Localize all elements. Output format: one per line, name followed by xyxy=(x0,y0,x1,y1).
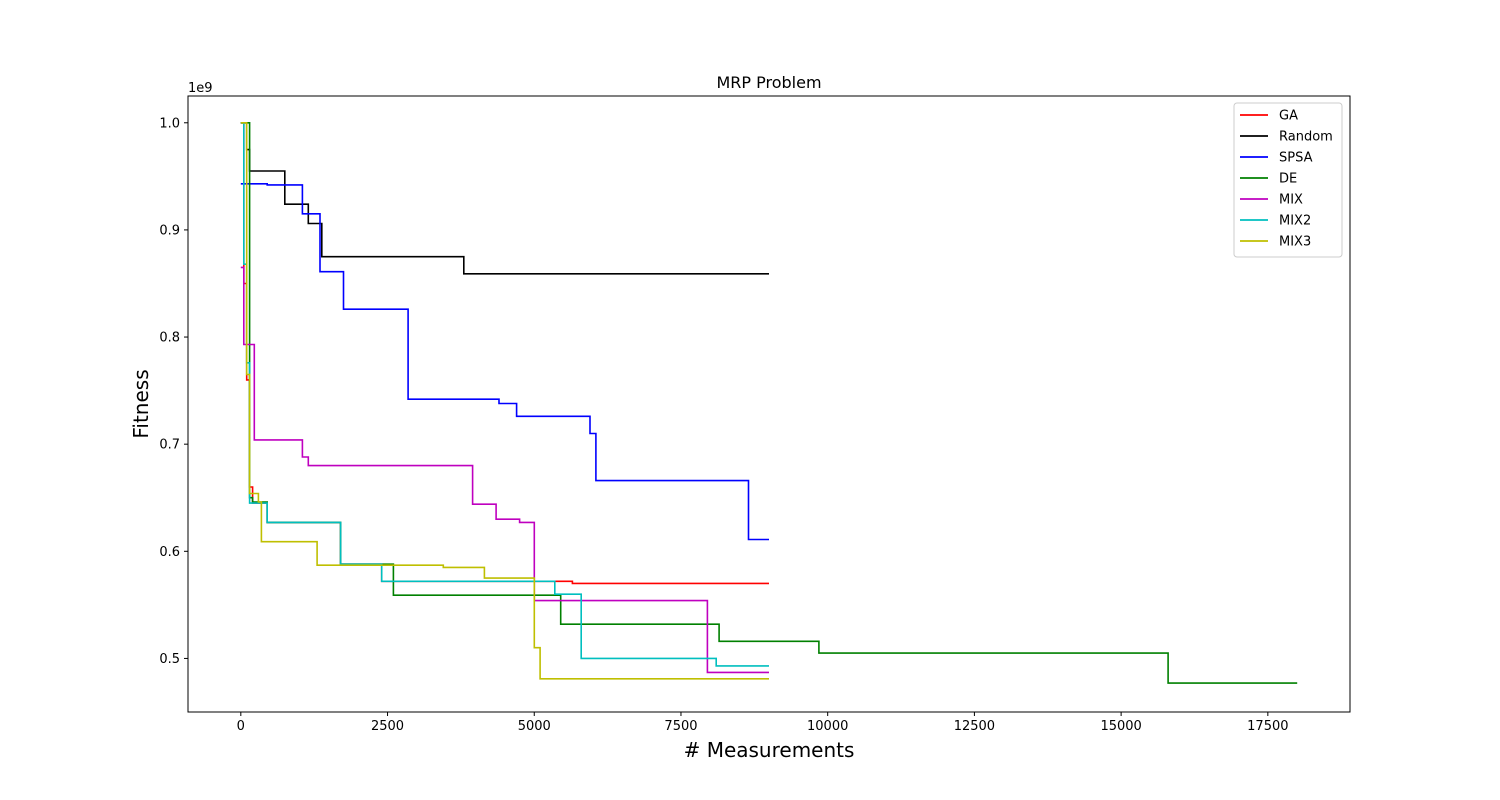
x-tick-label: 0 xyxy=(237,719,245,734)
x-tick-label: 15000 xyxy=(1100,719,1141,734)
legend-box xyxy=(1233,102,1343,258)
x-axis-label: # Measurements xyxy=(684,738,855,762)
y-tick-label: 0.6 xyxy=(159,545,180,560)
series-line-spsa xyxy=(240,183,769,541)
x-tick-label: 10000 xyxy=(807,719,848,734)
y-axis-label: Fitness xyxy=(129,369,153,438)
series-line-mix3 xyxy=(240,122,769,680)
y-tick-label: 1.0 xyxy=(159,116,180,131)
y-tick-label: 0.8 xyxy=(159,331,180,346)
y-tick-label: 0.5 xyxy=(159,652,180,667)
series-line-de xyxy=(240,122,1298,684)
plot-frame xyxy=(187,95,1351,713)
series-line-mix xyxy=(240,266,769,674)
x-tick-label: 2500 xyxy=(371,719,404,734)
legend-label-mix3: MIX3 xyxy=(1279,235,1311,250)
legend-label-ga: GA xyxy=(1279,109,1298,124)
chart-title: MRP Problem xyxy=(716,73,821,92)
x-tick-label: 12500 xyxy=(954,719,995,734)
x-tick-label: 17500 xyxy=(1247,719,1288,734)
x-tick-label: 5000 xyxy=(518,719,551,734)
x-axis: 0 2500 5000 7500 10000 12500 15000 17500 xyxy=(237,712,1289,734)
legend-label-mix: MIX xyxy=(1279,193,1303,208)
legend: GA Random SPSA DE MIX MIX2 MIX3 xyxy=(1233,102,1343,258)
y-offset-label: 1e9 xyxy=(188,81,213,96)
y-tick-label: 0.9 xyxy=(159,223,180,238)
x-tick-label: 7500 xyxy=(664,719,697,734)
legend-label-de: DE xyxy=(1279,172,1297,187)
y-tick-label: 0.7 xyxy=(159,438,180,453)
plot-area xyxy=(240,122,1298,684)
y-axis: 0.5 0.6 0.7 0.8 0.9 1.0 xyxy=(159,116,188,667)
legend-label-spsa: SPSA xyxy=(1279,151,1313,166)
legend-label-random: Random xyxy=(1279,130,1333,145)
legend-label-mix2: MIX2 xyxy=(1279,214,1311,229)
